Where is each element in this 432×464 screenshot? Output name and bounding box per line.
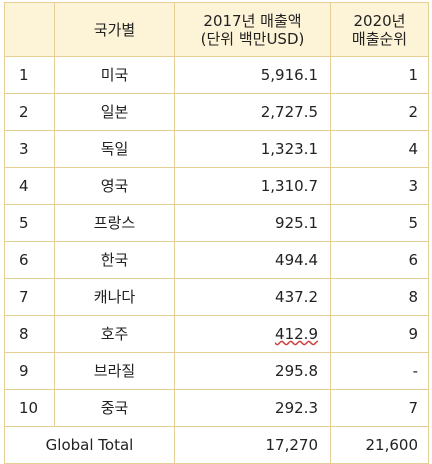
country-cell: 미국	[54, 56, 175, 94]
rank-cell: 2	[4, 93, 55, 131]
total-sales-cell: 17,270	[174, 426, 331, 464]
sales-cell: 5,916.1	[174, 56, 331, 94]
total-label: Global Total	[4, 426, 175, 464]
total-order-cell: 21,600	[330, 426, 429, 464]
country-cell: 중국	[54, 389, 175, 427]
table-row: 8 호주 412.9 9	[4, 315, 429, 353]
header-order-year: 2020년	[353, 11, 406, 30]
order-cell: 2	[330, 93, 429, 131]
table-row: 3 독일 1,323.1 4	[4, 130, 429, 168]
sales-cell: 494.4	[174, 241, 331, 279]
header-sales: 2017년 매출액 (단위 백만USD)	[174, 2, 331, 57]
table-row: 7 캐나다 437.2 8	[4, 278, 429, 316]
header-order: 2020년 매출순위	[330, 2, 429, 57]
rank-cell: 10	[4, 389, 55, 427]
header-row: 국가별 2017년 매출액 (단위 백만USD) 2020년 매출순위	[4, 2, 429, 57]
order-cell: 4	[330, 130, 429, 168]
rank-cell: 3	[4, 130, 55, 168]
order-cell: -	[330, 352, 429, 390]
country-cell: 영국	[54, 167, 175, 205]
header-order-title: 매출순위	[351, 29, 408, 48]
order-cell: 5	[330, 204, 429, 242]
table-row: 9 브라질 295.8 -	[4, 352, 429, 390]
header-country: 국가별	[54, 2, 175, 57]
table-row: 1 미국 5,916.1 1	[4, 56, 429, 94]
table-row: 6 한국 494.4 6	[4, 241, 429, 279]
rank-cell: 7	[4, 278, 55, 316]
table-row: 10 중국 292.3 7	[4, 389, 429, 427]
sales-cell: 925.1	[174, 204, 331, 242]
sales-ranking-table: 국가별 2017년 매출액 (단위 백만USD) 2020년 매출순위 1 미국…	[4, 2, 429, 464]
table-container: 국가별 2017년 매출액 (단위 백만USD) 2020년 매출순위 1 미국…	[4, 2, 429, 464]
country-cell: 프랑스	[54, 204, 175, 242]
rank-cell: 5	[4, 204, 55, 242]
rank-cell: 4	[4, 167, 55, 205]
table-row: 4 영국 1,310.7 3	[4, 167, 429, 205]
total-row: Global Total 17,270 21,600	[4, 426, 429, 464]
order-cell: 8	[330, 278, 429, 316]
country-cell: 브라질	[54, 352, 175, 390]
rank-cell: 8	[4, 315, 55, 353]
sales-cell: 1,310.7	[174, 167, 331, 205]
header-sales-title: 2017년 매출액	[203, 11, 302, 30]
header-rank	[4, 2, 55, 57]
order-cell: 1	[330, 56, 429, 94]
sales-cell: 1,323.1	[174, 130, 331, 168]
header-sales-unit: (단위 백만USD)	[200, 29, 305, 48]
country-cell: 한국	[54, 241, 175, 279]
country-cell: 일본	[54, 93, 175, 131]
country-cell: 독일	[54, 130, 175, 168]
table-row: 2 일본 2,727.5 2	[4, 93, 429, 131]
country-cell: 캐나다	[54, 278, 175, 316]
order-cell: 6	[330, 241, 429, 279]
rank-cell: 1	[4, 56, 55, 94]
sales-cell: 2,727.5	[174, 93, 331, 131]
rank-cell: 6	[4, 241, 55, 279]
sales-cell: 295.8	[174, 352, 331, 390]
sales-cell: 437.2	[174, 278, 331, 316]
country-cell: 호주	[54, 315, 175, 353]
rank-cell: 9	[4, 352, 55, 390]
order-cell: 3	[330, 167, 429, 205]
order-cell: 9	[330, 315, 429, 353]
table-row: 5 프랑스 925.1 5	[4, 204, 429, 242]
order-cell: 7	[330, 389, 429, 427]
sales-value-spellcheck: 412.9	[275, 325, 318, 343]
sales-cell: 412.9	[174, 315, 331, 353]
sales-cell: 292.3	[174, 389, 331, 427]
